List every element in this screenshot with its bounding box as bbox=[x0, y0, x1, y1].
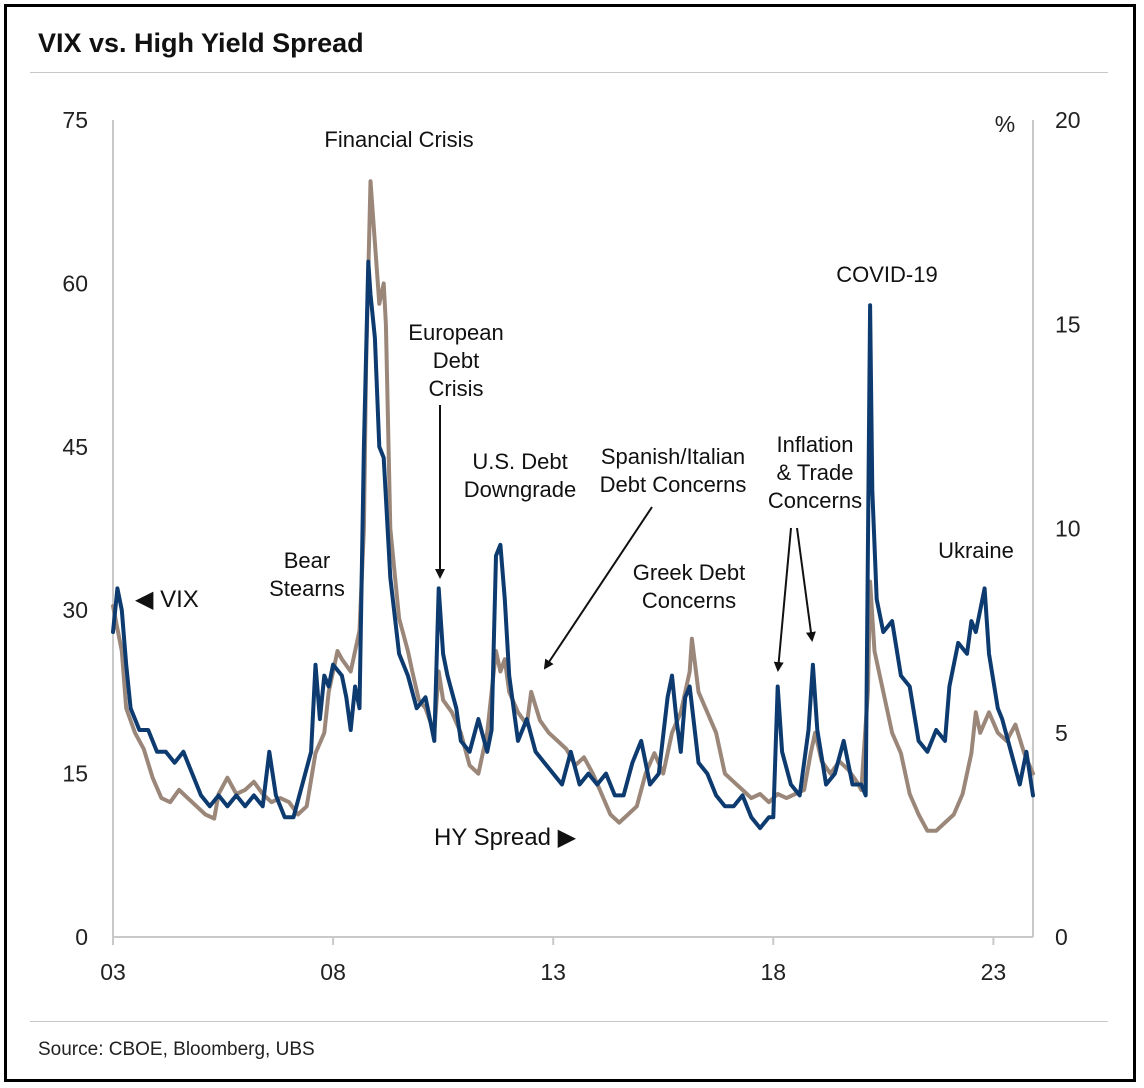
source-divider bbox=[30, 1021, 1108, 1022]
annotation-layer: Financial Crisis European Debt Crisis U.S. D… bbox=[269, 127, 1014, 672]
axes-group bbox=[112, 120, 1034, 938]
annotation-line: Downgrade bbox=[464, 477, 577, 502]
annotation-line: Debt bbox=[433, 348, 479, 373]
vix-line bbox=[111, 259, 1035, 831]
annotation-line: Stearns bbox=[269, 576, 345, 601]
annotation-ukraine: Ukraine bbox=[938, 538, 1014, 563]
annotation-line: & Trade bbox=[776, 460, 853, 485]
annotation-line: Ukraine bbox=[938, 538, 1014, 563]
right-tick-label: 0 bbox=[1055, 924, 1068, 950]
x-tick-label: 13 bbox=[540, 959, 566, 985]
annotation-line: European bbox=[408, 320, 503, 345]
chart-title: VIX vs. High Yield Spread bbox=[38, 28, 364, 58]
chart-frame bbox=[4, 4, 1136, 1082]
left-tick-label: 15 bbox=[62, 761, 88, 787]
annotation-line: Spanish/Italian bbox=[601, 444, 745, 469]
title-divider bbox=[30, 72, 1108, 73]
x-tick-label: 18 bbox=[760, 959, 786, 985]
annotation-arrow bbox=[773, 527, 792, 672]
left-tick-label: 0 bbox=[75, 924, 88, 950]
x-tick-label: 23 bbox=[981, 959, 1007, 985]
annotation-line: U.S. Debt bbox=[472, 449, 567, 474]
vix-series-label: ◀ VIX bbox=[135, 586, 199, 613]
annotation-line: Debt Concerns bbox=[600, 472, 747, 497]
annotation-line: Bear bbox=[284, 548, 330, 573]
annotation-line: COVID-19 bbox=[836, 262, 937, 287]
annotation-greek: Greek Debt Concerns bbox=[633, 560, 746, 613]
annotation-arrow bbox=[543, 506, 653, 670]
hy-spread-line bbox=[111, 179, 1035, 833]
right-tick-label: 10 bbox=[1055, 516, 1081, 542]
x-axis-ticks: 03 08 13 18 23 bbox=[100, 937, 1006, 985]
annotation-spanish: Spanish/Italian Debt Concerns bbox=[600, 444, 747, 497]
left-tick-label: 45 bbox=[62, 434, 88, 460]
left-tick-label: 60 bbox=[62, 270, 88, 296]
annotation-bear: Bear Stearns bbox=[269, 548, 345, 601]
left-axis-ticks: 0 15 30 45 60 75 bbox=[62, 107, 88, 950]
annotation-line: Concerns bbox=[768, 488, 862, 513]
annotation-line: Inflation bbox=[776, 432, 853, 457]
annotation-financial: Financial Crisis bbox=[324, 127, 473, 152]
right-tick-label: 20 bbox=[1055, 107, 1081, 133]
right-tick-label: 5 bbox=[1055, 720, 1068, 746]
source-note: Source: CBOE, Bloomberg, UBS bbox=[38, 1039, 315, 1060]
right-tick-label: 15 bbox=[1055, 311, 1081, 337]
annotation-line: Crisis bbox=[429, 376, 484, 401]
annotation-arrow bbox=[796, 527, 816, 642]
series-layer bbox=[111, 179, 1035, 833]
right-axis-unit: % bbox=[995, 111, 1015, 137]
annotation-euro: European Debt Crisis bbox=[408, 320, 503, 401]
left-tick-label: 75 bbox=[62, 107, 88, 133]
x-tick-label: 03 bbox=[100, 959, 126, 985]
annotation-line: Financial Crisis bbox=[324, 127, 473, 152]
annotation-us: U.S. Debt Downgrade bbox=[464, 449, 577, 502]
left-tick-label: 30 bbox=[62, 597, 88, 623]
annotation-inflation: Inflation & Trade Concerns bbox=[768, 432, 862, 513]
hy-spread-series-label: HY Spread ▶ bbox=[434, 824, 577, 851]
annotation-line: Greek Debt bbox=[633, 560, 746, 585]
annotation-line: Concerns bbox=[642, 588, 736, 613]
x-tick-label: 08 bbox=[320, 959, 346, 985]
annotation-covid: COVID-19 bbox=[836, 262, 937, 287]
right-axis-ticks: 0 5 10 15 20 bbox=[1055, 107, 1081, 950]
